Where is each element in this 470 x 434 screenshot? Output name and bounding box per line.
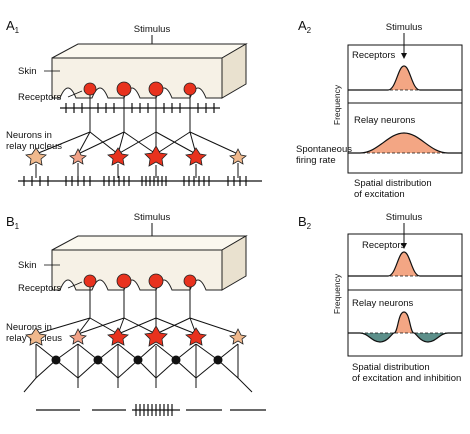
- skin-block: [51, 43, 248, 99]
- relay-neuron: [25, 327, 47, 346]
- relay-response-curve: [348, 132, 462, 154]
- stimulus-label: Stimulus: [386, 212, 423, 223]
- inhibitory-interneuron: [93, 355, 103, 365]
- stimulus-label: Stimulus: [134, 212, 171, 223]
- spontaneous-label-line1: Spontaneous: [296, 144, 352, 155]
- receptors-label: Receptors: [18, 283, 62, 294]
- skin-label: Skin: [18, 66, 36, 77]
- relay-neuron: [185, 147, 207, 166]
- relay-neuron: [107, 147, 129, 166]
- spatial-label-line1: Spatial distribution: [354, 178, 432, 189]
- plot-frame: [347, 233, 463, 357]
- receptor-response-curve: [348, 65, 462, 91]
- skin-label: Skin: [18, 260, 36, 271]
- relay-neuron: [144, 145, 168, 167]
- panel-a1: A1 Stimulus Skin Receptors: [6, 18, 262, 186]
- relay-neuron: [185, 327, 207, 346]
- relay-neuron-row: [25, 325, 247, 347]
- y-axis-label: Frequency: [332, 273, 342, 314]
- receptor-response-curve: [348, 251, 462, 277]
- relay-neuron: [144, 325, 168, 347]
- spatial-label-line2: of excitation and inhibition: [352, 373, 461, 384]
- neurons-label-line1: Neurons in: [6, 322, 52, 333]
- inhibitory-interneuron-row: [51, 355, 223, 365]
- relay-spike-train: [18, 176, 262, 186]
- spontaneous-label-line2: firing rate: [296, 155, 336, 166]
- relay-curve-label: Relay neurons: [352, 298, 414, 309]
- relay-neuron: [69, 148, 87, 165]
- receptor: [116, 273, 132, 289]
- skin-block: [51, 235, 248, 291]
- receptor: [183, 274, 197, 288]
- panel-b1: B1 Stimulus Skin Receptors Neurons i: [6, 212, 266, 416]
- plot-frame: [347, 44, 463, 174]
- inhibitory-interneuron: [133, 355, 143, 365]
- panel-a1-label: A1: [6, 18, 20, 35]
- neurons-label-line2: relay nucleus: [6, 141, 62, 152]
- relay-neuron: [69, 328, 87, 345]
- panel-a2: A2 Stimulus Frequency Receptors Relay ne…: [296, 18, 463, 200]
- relay-spike-train: [36, 404, 266, 416]
- y-axis-label: Frequency: [332, 84, 342, 125]
- receptor: [83, 82, 97, 96]
- receptor: [116, 81, 132, 97]
- stimulus-label: Stimulus: [386, 22, 423, 33]
- spatial-label-line1: Spatial distribution: [352, 362, 430, 373]
- panel-b2-label: B2: [298, 214, 312, 231]
- excitation-fill: [394, 312, 414, 333]
- panel-b2: B2 Stimulus Frequency Receptors Relay ne…: [298, 212, 463, 384]
- panel-b1-label: B1: [6, 214, 20, 231]
- relay-neuron: [107, 327, 129, 346]
- receptors-label: Receptors: [18, 92, 62, 103]
- receptor-spike-train: [60, 103, 220, 113]
- relay-curve-label: Relay neurons: [354, 115, 416, 126]
- relay-neuron: [229, 328, 247, 345]
- receptor: [148, 81, 164, 97]
- spatial-label-line2: of excitation: [354, 189, 405, 200]
- inhibitory-interneuron: [51, 355, 61, 365]
- receptor-row: [83, 273, 197, 289]
- inhibitory-interneuron: [171, 355, 181, 365]
- relay-neuron: [229, 148, 247, 165]
- receptor: [148, 273, 164, 289]
- panel-a2-label: A2: [298, 18, 312, 35]
- relay-response-curve: [348, 311, 462, 343]
- relay-neuron-row: [25, 145, 247, 167]
- stimulus-label: Stimulus: [134, 24, 171, 35]
- receptor: [83, 274, 97, 288]
- receptor: [183, 82, 197, 96]
- receptors-curve-label: Receptors: [352, 50, 396, 61]
- neurons-label-line1: Neurons in: [6, 130, 52, 141]
- inhibitory-interneuron: [213, 355, 223, 365]
- receptors-curve-label: Receptors: [362, 240, 406, 251]
- relay-neuron: [25, 147, 47, 166]
